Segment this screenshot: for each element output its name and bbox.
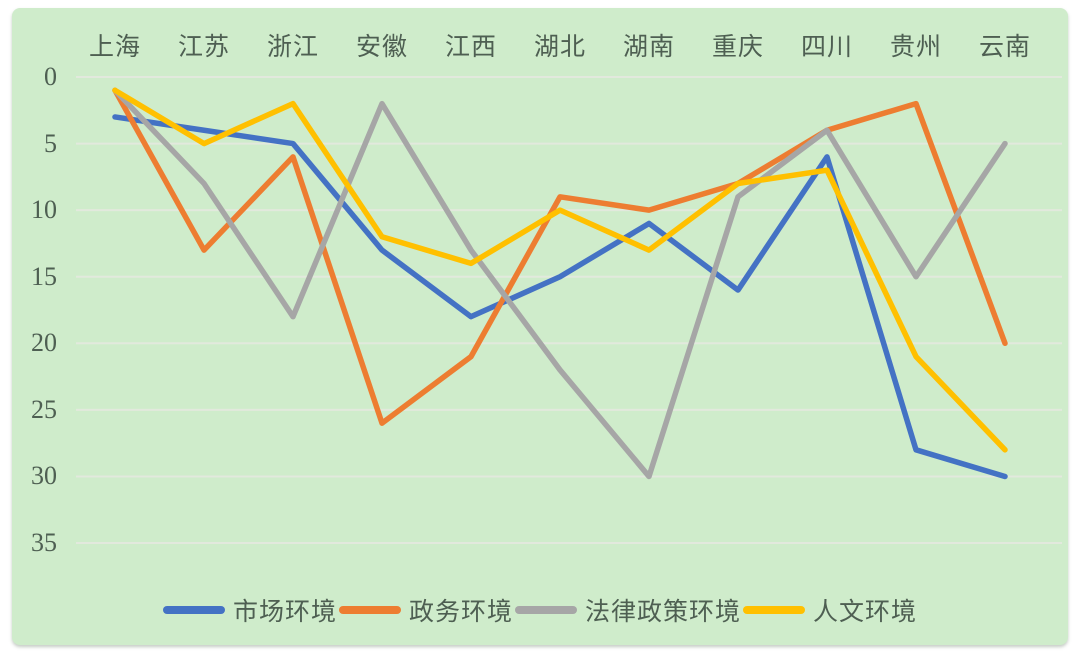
x-axis-label: 江西 [444, 34, 497, 61]
legend-label: 政务环境 [408, 599, 513, 626]
legend-item-market-environment: 市场环境 [162, 592, 337, 628]
legend-item-legal-policy-environment: 法律政策环境 [515, 592, 741, 628]
legend-swatch-legal-policy-environment [515, 606, 577, 614]
x-axis-label: 贵州 [889, 34, 942, 61]
x-axis-label: 江苏 [177, 34, 230, 61]
legend: 市场环境 政务环境 法律政策环境 人文环境 [0, 592, 1080, 628]
x-axis-label: 安徽 [355, 34, 408, 61]
y-axis-tick-label: 35 [31, 528, 57, 558]
y-axis-tick-label: 0 [44, 62, 57, 91]
legend-swatch-government-affairs-environment [338, 606, 401, 614]
legend-label: 法律政策环境 [585, 599, 742, 626]
x-axis-label: 湖北 [533, 34, 586, 61]
y-axis-tick-label: 5 [44, 128, 57, 158]
x-axis-label: 四川 [800, 34, 853, 61]
legend-item-cultural-environment: 人文环境 [743, 592, 917, 628]
y-axis-tick-label: 10 [31, 195, 57, 225]
y-axis-tick-label: 20 [31, 328, 57, 358]
x-axis-label: 重庆 [711, 34, 764, 61]
legend-swatch-cultural-environment [743, 606, 806, 614]
legend-label: 人文环境 [813, 599, 918, 626]
legend-item-government-affairs-environment: 政务环境 [338, 592, 513, 628]
y-axis-tick-label: 30 [31, 461, 57, 491]
x-axis-label: 上海 [88, 34, 141, 61]
y-axis-tick-label: 15 [31, 261, 57, 291]
x-axis-label: 浙江 [266, 34, 319, 61]
legend-swatch-market-environment [162, 606, 225, 614]
y-axis-tick-label: 25 [31, 394, 57, 424]
x-axis-label: 湖南 [622, 34, 675, 61]
x-axis-label: 云南 [978, 34, 1031, 61]
legend-label: 市场环境 [232, 599, 337, 626]
